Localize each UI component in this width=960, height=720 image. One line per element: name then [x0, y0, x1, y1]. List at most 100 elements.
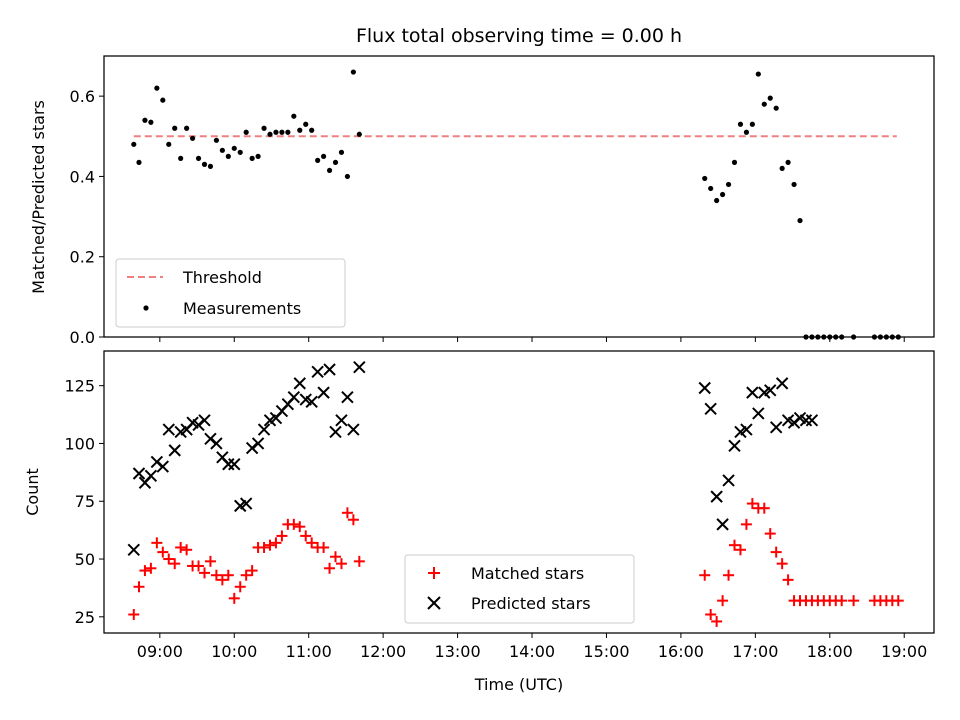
- predicted-stars-point: [287, 391, 301, 404]
- matched-stars-point: [324, 562, 336, 574]
- matched-stars-point: [193, 560, 205, 572]
- matched-stars-point: [892, 595, 904, 607]
- measurement-point: [154, 85, 160, 91]
- measurement-point: [172, 125, 178, 131]
- matched-stars-point: [216, 574, 228, 586]
- matched-stars-point: [240, 569, 252, 581]
- top-panel: 0.0 0.2 0.4 0.6 Matched/Predicted stars Thr…: [29, 55, 935, 347]
- matched-stars-point: [711, 615, 723, 627]
- measurement-point: [755, 71, 761, 77]
- x-tick-label: 17:00: [732, 642, 778, 661]
- measurement-point: [708, 185, 714, 192]
- predicted-stars-point: [228, 458, 241, 471]
- measurement-point: [743, 129, 750, 135]
- y-tick-label: 0.6: [70, 87, 95, 106]
- predicted-stars-point: [329, 425, 342, 439]
- measurements-legend-marker: [143, 305, 149, 311]
- predicted-stars-point: [210, 437, 223, 450]
- measurement-point: [219, 147, 225, 153]
- matched-stars-point: [175, 541, 187, 553]
- matched-stars-point: [264, 539, 276, 551]
- predicted-stars-point: [728, 439, 741, 452]
- y-tick-label: 50: [75, 550, 95, 569]
- x-tick-label: 14:00: [509, 642, 555, 661]
- predicted-stars-point: [317, 386, 330, 399]
- matched-stars-point: [341, 507, 353, 519]
- predicted-stars-point: [311, 365, 324, 379]
- matched-stars-point: [729, 539, 741, 551]
- matched-stars-point: [734, 544, 746, 556]
- predicted-stars-point: [764, 384, 777, 397]
- measurement-point: [261, 125, 267, 131]
- y-tick-label: 25: [75, 608, 95, 627]
- predicted-stars-point: [222, 458, 235, 471]
- measurement-point: [338, 149, 345, 155]
- matched-stars-point: [228, 592, 240, 604]
- measurement-point: [749, 121, 755, 127]
- measurement-point: [279, 129, 285, 135]
- bottom-legend: Matched stars Predicted stars: [404, 554, 635, 624]
- x-tick-label: 09:00: [137, 642, 183, 661]
- measurement-point: [148, 119, 154, 125]
- predicted-stars-point: [251, 437, 265, 450]
- predicted-stars-point: [305, 395, 318, 409]
- matched-stars-point: [157, 546, 169, 558]
- matched-stars-point: [740, 518, 752, 530]
- predicted-legend-label: Predicted stars: [471, 594, 591, 613]
- measurement-point: [773, 105, 779, 111]
- x-tick-label: 13:00: [435, 642, 481, 661]
- measurement-point: [249, 155, 255, 161]
- matched-stars-point: [782, 574, 794, 586]
- predicted-stars-point: [746, 386, 759, 399]
- predicted-stars-point: [698, 381, 711, 395]
- top-legend: Threshold Measurements: [115, 258, 346, 328]
- measurement-point: [332, 159, 339, 165]
- bottom-y-ticks: 25 50 75 100 125: [64, 377, 104, 627]
- matched-stars-point: [169, 558, 181, 570]
- matched-stars-point: [758, 502, 770, 514]
- measurement-point: [201, 161, 208, 167]
- x-tick-label: 12:00: [360, 642, 406, 661]
- predicted-stars-point: [722, 474, 735, 487]
- measurement-point: [767, 95, 773, 101]
- x-tick-label: 15:00: [583, 642, 629, 661]
- measurement-point: [160, 97, 166, 103]
- matched-stars-point: [222, 569, 234, 581]
- measurement-point: [178, 155, 184, 161]
- measurement-point: [714, 197, 720, 204]
- matched-legend-label: Matched stars: [471, 564, 584, 583]
- measurement-point: [291, 113, 297, 119]
- measurement-point: [255, 153, 261, 159]
- predicted-stars-point: [710, 490, 723, 503]
- predicted-stars-point: [341, 391, 354, 404]
- count-plot-area: [127, 360, 904, 627]
- matched-stars-point: [764, 528, 776, 540]
- matched-stars-point: [746, 498, 758, 510]
- measurement-point: [136, 159, 142, 165]
- matched-stars-point: [181, 544, 193, 556]
- matched-stars-point: [258, 541, 270, 553]
- threshold-legend-label: Threshold: [182, 268, 262, 287]
- measurement-point: [731, 159, 738, 165]
- matched-stars-point: [770, 546, 782, 558]
- matched-legend-marker: [428, 567, 440, 579]
- x-tick-label: 19:00: [881, 642, 927, 661]
- matched-stars-point: [717, 595, 729, 607]
- matched-stars-point: [128, 609, 140, 621]
- measurement-point: [356, 131, 362, 137]
- predicted-stars-point: [162, 423, 175, 436]
- matched-stars-point: [210, 569, 222, 581]
- measurement-point: [225, 153, 231, 159]
- matched-stars-point: [836, 595, 848, 607]
- matched-stars-point: [276, 530, 288, 542]
- ratio-plot-area: [131, 69, 901, 340]
- y-tick-label: 0.0: [70, 328, 95, 347]
- predicted-stars-point: [335, 414, 348, 427]
- measurement-point: [303, 121, 309, 127]
- top-y-ticks: 0.0 0.2 0.4 0.6: [70, 87, 104, 347]
- predicted-stars-point: [239, 497, 253, 510]
- x-tick-label: 11:00: [286, 642, 332, 661]
- predicted-stars-point: [168, 444, 181, 457]
- predicted-stars-point: [805, 414, 819, 427]
- top-x-ticks: [159, 337, 905, 342]
